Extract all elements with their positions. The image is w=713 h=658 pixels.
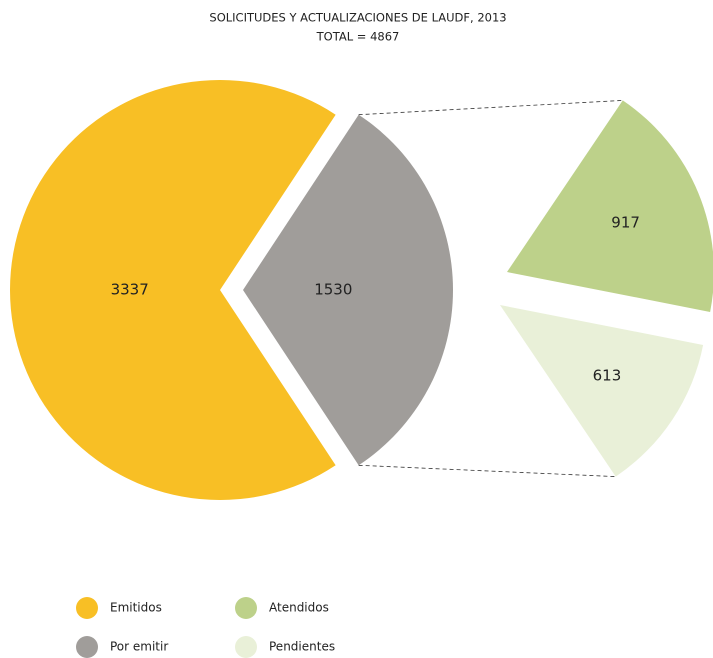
chart-subtitle: TOTAL = 4867 — [316, 30, 400, 44]
chart-title: SOLICITUDES Y ACTUALIZACIONES DE LAUDF, … — [209, 11, 506, 25]
pie-slice — [243, 114, 454, 466]
value-label: 1530 — [314, 281, 352, 299]
value-label: 613 — [593, 366, 622, 384]
value-label: 917 — [611, 214, 640, 232]
pie-slice — [500, 305, 704, 477]
legend-label: Atendidos — [269, 601, 329, 615]
legend-label: Emitidos — [110, 601, 162, 615]
legend-swatch — [235, 636, 257, 658]
value-label: 3337 — [111, 281, 149, 299]
legend-swatch — [235, 597, 257, 619]
pie-slice — [10, 79, 336, 500]
pie-slice — [507, 100, 713, 312]
connector — [358, 99, 623, 116]
legend-label: Por emitir — [110, 640, 168, 654]
legend-label: Pendientes — [269, 640, 335, 654]
connector — [358, 464, 616, 478]
legend-swatch — [76, 636, 98, 658]
legend-swatch — [76, 597, 98, 619]
